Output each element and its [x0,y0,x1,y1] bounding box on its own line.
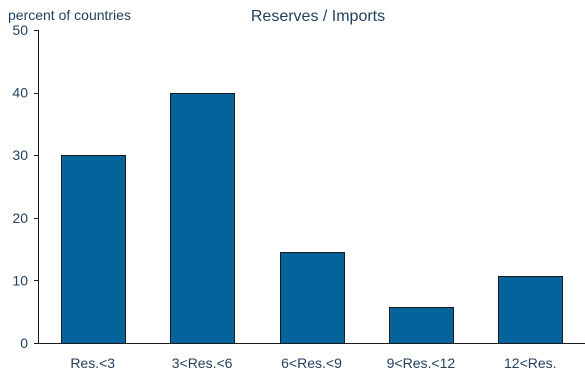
chart-title: Reserves / Imports [251,8,385,25]
y-tick-label: 40 [12,85,28,101]
x-tick-label: 9<Res.<12 [387,355,456,371]
y-tick-label: 50 [12,22,28,38]
x-tick-label: Res.<3 [70,355,115,371]
y-tick-label: 30 [12,147,28,163]
x-tick-label: 6<Res.<9 [281,355,342,371]
y-tick-label: 10 [12,272,28,288]
bar [280,252,345,344]
bar [498,276,563,344]
y-tick-label: 20 [12,210,28,226]
x-axis-tick-labels: Res.<3 3<Res.<6 6<Res.<9 9<Res.<12 12<Res. [70,355,556,371]
y-tick-label: 0 [20,335,28,351]
bar [389,307,454,344]
bar [170,93,235,344]
y-axis-label: percent of countries [8,7,131,23]
x-tick-label: 3<Res.<6 [172,355,233,371]
bar [61,155,126,344]
x-tick-label: 12<Res. [504,355,557,371]
y-axis-ticks: 0 10 20 30 40 50 [12,22,38,351]
bars [61,93,563,344]
